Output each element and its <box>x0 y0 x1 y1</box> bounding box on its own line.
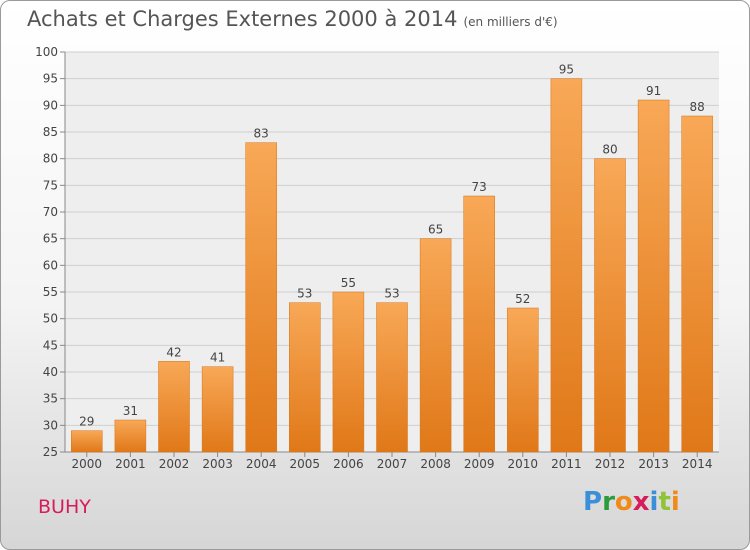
y-tick-label: 30 <box>43 418 58 432</box>
bar-2012 <box>594 158 626 453</box>
value-label: 95 <box>559 63 574 77</box>
bar-2002 <box>158 361 190 453</box>
x-tick-label: 2003 <box>202 457 233 471</box>
y-tick-label: 45 <box>43 338 58 352</box>
x-tick-label: 2008 <box>420 457 451 471</box>
x-tick-label: 2006 <box>333 457 364 471</box>
x-tick-label: 2000 <box>72 457 103 471</box>
bar-2013 <box>637 99 670 453</box>
value-label: 91 <box>646 84 661 98</box>
bar-2008 <box>419 238 452 453</box>
bar-2005 <box>289 302 321 453</box>
y-tick-label: 95 <box>43 72 58 86</box>
x-tick-label: 2014 <box>682 457 713 471</box>
bar-2000 <box>71 430 103 453</box>
y-tick-label: 70 <box>43 205 58 219</box>
x-tick-label: 2004 <box>246 457 277 471</box>
value-label: 53 <box>384 287 399 301</box>
y-tick-label: 35 <box>43 392 58 406</box>
x-tick-label: 2012 <box>595 457 626 471</box>
y-tick-label: 40 <box>43 365 58 379</box>
y-tick-label: 85 <box>43 125 58 139</box>
commune-name: BUHY <box>38 496 91 518</box>
y-tick-label: 90 <box>43 98 58 112</box>
value-label: 55 <box>341 276 356 290</box>
chart-subtitle: (en milliers d'€) <box>463 15 558 29</box>
x-tick-label: 2010 <box>508 457 539 471</box>
proxiti-logo: Proxiti <box>583 487 680 517</box>
logo-letter: t <box>658 487 671 517</box>
value-label: 73 <box>472 180 487 194</box>
y-tick-label: 60 <box>43 258 58 272</box>
y-tick-label: 80 <box>43 152 58 166</box>
bar-2004 <box>245 142 277 453</box>
y-tick-label: 75 <box>43 178 58 192</box>
logo-letter: o <box>614 487 633 517</box>
bar-2010 <box>507 307 539 453</box>
x-tick-label: 2001 <box>115 457 146 471</box>
x-tick-label: 2009 <box>464 457 495 471</box>
value-label: 31 <box>123 404 138 418</box>
value-label: 88 <box>690 100 705 114</box>
x-tick-label: 2007 <box>377 457 408 471</box>
value-label: 65 <box>428 223 443 237</box>
bar-2009 <box>463 195 495 453</box>
x-tick-label: 2013 <box>638 457 669 471</box>
chart-title-text: Achats et Charges Externes 2000 à 2014 <box>27 7 458 31</box>
value-label: 52 <box>515 292 530 306</box>
logo-letter: i <box>649 487 659 517</box>
logo-letter: i <box>670 487 680 517</box>
x-tick-label: 2002 <box>159 457 190 471</box>
y-tick-label: 55 <box>43 285 58 299</box>
value-label: 53 <box>297 287 312 301</box>
chart-title: Achats et Charges Externes 2000 à 2014 (e… <box>27 7 558 31</box>
logo-letter: P <box>583 487 603 517</box>
y-tick-label: 100 <box>35 45 58 59</box>
bar-2001 <box>114 419 147 453</box>
y-tick-label: 25 <box>43 445 58 459</box>
x-tick-label: 2011 <box>551 457 582 471</box>
bar-2007 <box>376 302 408 453</box>
value-label: 42 <box>166 345 181 359</box>
value-label: 41 <box>210 351 225 365</box>
logo-letter: r <box>602 487 615 517</box>
logo-letter: x <box>632 487 650 517</box>
bar-2003 <box>201 366 234 453</box>
bar-2014 <box>681 115 713 453</box>
y-tick-label: 50 <box>43 312 58 326</box>
y-tick-label: 65 <box>43 232 58 246</box>
value-label: 29 <box>79 415 94 429</box>
bar-2011 <box>550 78 583 453</box>
x-tick-label: 2005 <box>290 457 321 471</box>
value-label: 80 <box>602 143 617 157</box>
bar-2006 <box>332 291 365 453</box>
value-label: 83 <box>254 127 269 141</box>
